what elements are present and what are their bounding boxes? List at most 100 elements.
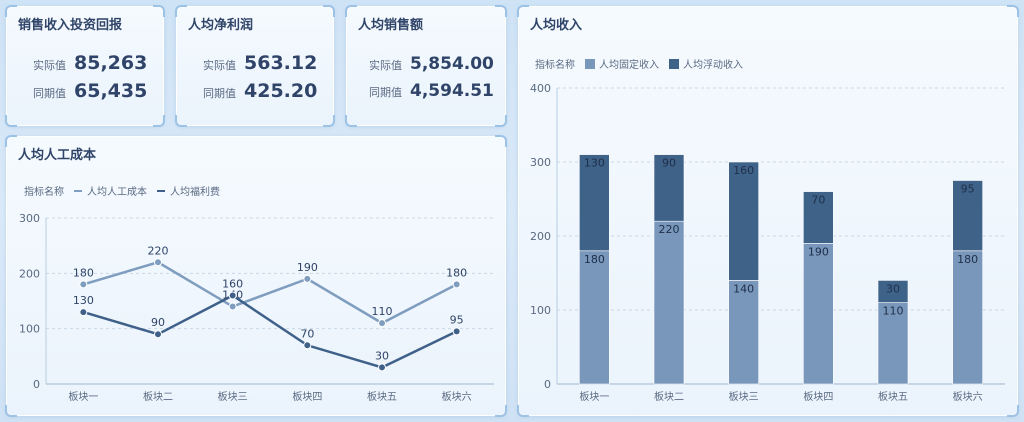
data-point: [452, 280, 461, 289]
x-tick-label: 板块四: [803, 390, 833, 403]
data-label: 130: [584, 157, 605, 170]
legend-item-series-1[interactable]: 人均固定收入: [585, 56, 659, 71]
bar-chart-panel: 人均收入 指标名称 人均固定收入 人均浮动收入 0 100 200 300 400 180…: [517, 5, 1019, 417]
x-tick-label: 板块六: [442, 390, 472, 403]
x-tick-label: 板块五: [367, 390, 397, 403]
legend-caption: 指标名称: [24, 187, 64, 198]
bar-segment-2: [728, 161, 759, 281]
kpi-prev-value: 4,594.51: [410, 81, 494, 101]
data-label: 160: [733, 164, 754, 177]
y-tick-label: 300: [19, 212, 40, 225]
legend-swatch: [585, 58, 595, 69]
data-label: 70: [300, 327, 314, 340]
data-point: [303, 274, 312, 283]
data-point: [154, 330, 162, 339]
x-tick-label: 板块四: [292, 390, 322, 403]
kpi-prev-label: 同期值: [33, 87, 66, 100]
data-label: 180: [584, 253, 605, 266]
x-tick-label: 板块三: [218, 390, 248, 403]
kpi-actual-label: 实际值: [203, 59, 236, 72]
bar-segment-2: [803, 191, 834, 244]
kpi-card-net-profit: 人均净利润 实际值 563.12 同期值 425.20: [175, 5, 335, 127]
data-label: 90: [662, 157, 676, 170]
data-point: [228, 291, 237, 300]
data-label: 70: [811, 194, 825, 207]
data-label: 95: [961, 183, 975, 196]
bar-segment-2: [579, 154, 610, 252]
data-point: [154, 258, 162, 267]
data-label: 90: [151, 316, 165, 329]
data-label: 220: [148, 244, 169, 257]
legend-caption: 指标名称: [535, 60, 575, 71]
data-label: 220: [659, 223, 680, 236]
x-tick-label: 板块一: [579, 390, 609, 403]
kpi-card-sales-roi: 销售收入投资回报 实际值 85,263 同期值 65,435: [5, 5, 165, 127]
line-chart: 0100200300板块一板块二板块三板块四板块五板块六180220140190…: [19, 212, 494, 403]
kpi-prev-label: 同期值: [203, 87, 236, 100]
data-label: 190: [808, 245, 829, 258]
bar-segment-2: [952, 180, 983, 252]
data-label: 95: [450, 313, 464, 326]
kpi-prev-value: 425.20: [244, 80, 318, 102]
y-tick-label: 200: [19, 267, 40, 280]
line-chart-panel: 人均人工成本 指标名称 人均人工成本 人均福利费 0 100 200 300 板块一 板块…: [5, 135, 507, 417]
x-tick-label: 板块五: [878, 390, 908, 403]
legend-item-series-1[interactable]: 人均人工成本: [74, 183, 147, 198]
data-point: [79, 308, 88, 317]
data-label: 190: [297, 261, 318, 274]
data-label: 180: [73, 266, 94, 279]
bar-segment-1: [653, 220, 685, 385]
series-line-2: [82, 294, 458, 369]
kpi-actual-label: 实际值: [369, 59, 402, 72]
bar-segment-1: [579, 250, 610, 385]
data-label: 110: [883, 305, 904, 318]
kpi-actual-value: 85,263: [74, 52, 148, 74]
kpi-actual-value: 5,854.00: [410, 54, 494, 74]
x-tick-label: 板块六: [953, 390, 983, 403]
legend-swatch: [669, 58, 679, 69]
x-tick-label: 板块二: [143, 390, 173, 403]
bar-segment-1: [728, 280, 759, 385]
kpi-title: 人均销售额: [358, 18, 424, 33]
bar-segment-1: [803, 243, 834, 385]
data-label: 160: [222, 277, 243, 290]
y-tick-label: 100: [19, 323, 40, 336]
bar-segment-1: [952, 250, 983, 385]
legend-item-label: 人均人工成本: [87, 187, 147, 198]
bar-legend: 指标名称 人均固定收入 人均浮动收入: [535, 56, 743, 71]
panel-title: 人均收入: [530, 18, 583, 33]
x-tick-label: 板块二: [654, 390, 684, 403]
bar-chart: 0 100 200 300 400 180 130 板块一 220 90 板块二 140 160 板块三 1…: [530, 82, 1005, 403]
data-point: [378, 319, 386, 328]
line-legend: 指标名称 人均人工成本 人均福利费: [24, 183, 220, 198]
legend-item-series-2[interactable]: 人均福利费: [157, 183, 220, 198]
bar-segment-2: [877, 280, 909, 303]
y-tick-label: 300: [530, 156, 551, 169]
data-point: [378, 363, 386, 372]
legend-item-label: 人均浮动收入: [683, 60, 743, 71]
y-tick-label: 0: [33, 378, 40, 391]
data-label: 30: [886, 282, 900, 295]
data-label: 180: [957, 253, 978, 266]
data-point: [228, 302, 237, 311]
data-label: 30: [375, 349, 389, 362]
x-tick-label: 板块三: [729, 390, 759, 403]
kpi-prev-label: 同期值: [369, 86, 402, 99]
y-tick-label: 400: [530, 82, 551, 95]
legend-item-label: 人均固定收入: [599, 60, 659, 71]
bar-segment-1: [877, 302, 909, 385]
kpi-prev-value: 65,435: [74, 80, 148, 102]
y-tick-label: 200: [530, 230, 551, 243]
legend-line-swatch: [74, 189, 82, 192]
kpi-card-sales-per-capita: 人均销售额 实际值 5,854.00 同期值 4,594.51: [345, 5, 507, 127]
data-label: 110: [372, 305, 393, 318]
data-point: [79, 280, 88, 289]
data-label: 180: [446, 266, 467, 279]
kpi-title: 销售收入投资回报: [18, 18, 123, 33]
panel-title: 人均人工成本: [18, 148, 97, 163]
y-tick-label: 0: [544, 378, 551, 391]
data-point: [303, 341, 312, 350]
legend-item-series-2[interactable]: 人均浮动收入: [669, 56, 743, 71]
data-label: 130: [73, 294, 94, 307]
kpi-actual-label: 实际值: [33, 59, 66, 72]
